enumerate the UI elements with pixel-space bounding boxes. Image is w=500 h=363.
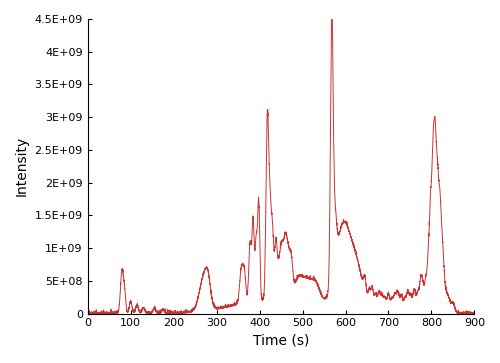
Y-axis label: Intensity: Intensity (15, 136, 29, 196)
X-axis label: Time (s): Time (s) (253, 334, 309, 348)
